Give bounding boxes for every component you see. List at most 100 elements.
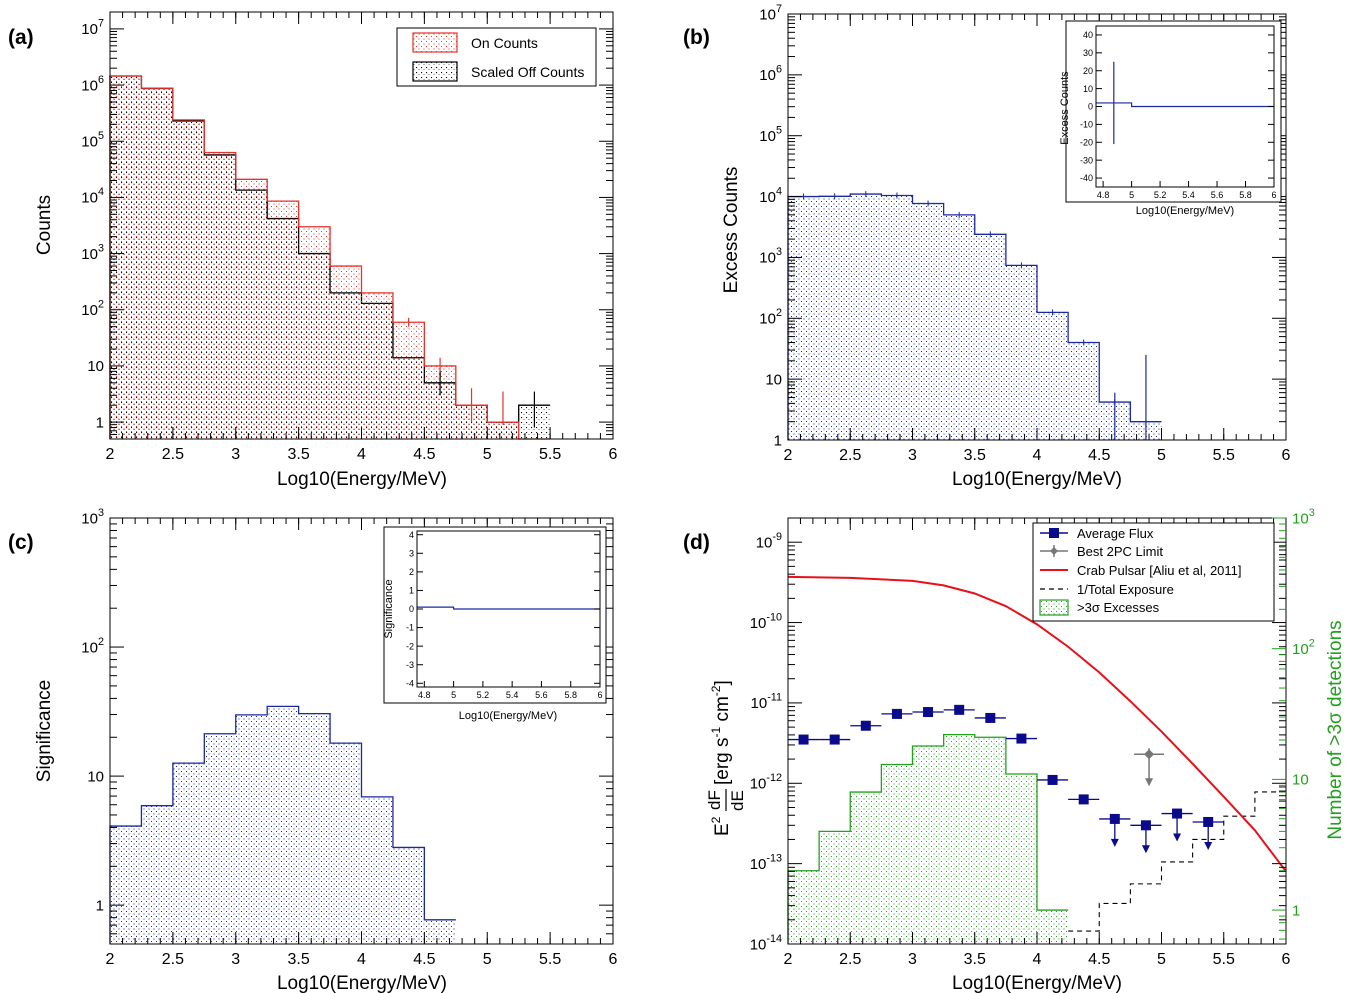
legend-on-counts: On Counts xyxy=(471,35,538,51)
excess-bar xyxy=(1068,342,1100,440)
excesses-bar xyxy=(819,831,851,944)
d-ytick-label: 10-14 xyxy=(750,933,782,954)
d2-ytick-label: 103 xyxy=(1292,507,1315,528)
b-ytick-label: 106 xyxy=(759,64,782,85)
excess-bar xyxy=(912,203,944,440)
b-ytick-label: 105 xyxy=(759,124,782,145)
b-ytick-label: 102 xyxy=(759,307,782,328)
legend-excesses: >3σ Excesses xyxy=(1077,600,1160,615)
d-xtick-label: 3 xyxy=(908,951,917,968)
flux-point xyxy=(1109,813,1120,824)
y-axis-label-d: E2 dF dE [erg s-1 cm-2] xyxy=(705,680,747,836)
y-axis-label-b: Excess Counts xyxy=(721,167,742,294)
bi-xtick-label: 5.2 xyxy=(1154,190,1167,200)
d-xtick-label: 5.5 xyxy=(1213,951,1235,968)
bi-xtick-label: 5 xyxy=(1129,190,1134,200)
ci-ytick-label: -2 xyxy=(406,641,414,651)
a-ytick-label: 104 xyxy=(81,186,104,207)
flux-point xyxy=(954,704,965,715)
excesses-bar xyxy=(943,734,975,944)
excess-counts-histogram xyxy=(787,193,1162,440)
ci-xtick-label: 4.8 xyxy=(418,690,431,700)
excesses-bar xyxy=(850,792,882,944)
on-counts-bar xyxy=(298,226,331,439)
excesses-bar xyxy=(974,737,1006,944)
d-ytick-label: 10-9 xyxy=(756,531,782,552)
excesses-bar xyxy=(912,746,944,944)
ci-ytick-label: 3 xyxy=(409,548,414,558)
excess-bar xyxy=(819,196,851,440)
bi-xtick-label: 6 xyxy=(1271,190,1276,200)
bi-xtick-label: 5.6 xyxy=(1211,190,1224,200)
d-xtick-label: 3.5 xyxy=(964,951,986,968)
ci-ytick-label: 2 xyxy=(409,567,414,577)
c-xtick-label: 5 xyxy=(483,951,492,968)
x-axis-label-a: Log10(Energy/MeV) xyxy=(277,469,447,490)
significance-bar xyxy=(267,706,299,944)
inset-c: -4 -3 -2 -1 0 1 2 3 4 4.8 5 5.2 5.4 5.6 5.8 6 Log10(Ene… xyxy=(383,526,607,722)
c-ytick-label: 103 xyxy=(81,507,104,528)
legend-box-d xyxy=(1032,522,1275,622)
d2-ytick-label: 1 xyxy=(1292,902,1300,919)
ci-xtick-label: 5 xyxy=(451,690,456,700)
excess-bar xyxy=(1005,265,1037,440)
y-axis-label-c: Significance xyxy=(34,680,55,782)
on-counts-bar xyxy=(330,266,362,439)
on-counts-bar xyxy=(110,76,142,439)
bi-xtick-label: 5.8 xyxy=(1239,190,1252,200)
panel-label-c: (c) xyxy=(8,531,34,554)
d2-ytick-label: 10 xyxy=(1292,772,1309,789)
flux-point xyxy=(1203,816,1214,827)
legend-average-flux: Average Flux xyxy=(1077,526,1154,541)
c-ytick-label: 10 xyxy=(87,768,104,785)
bi-ytick-label: -20 xyxy=(1080,137,1093,147)
b-xtick-label: 5 xyxy=(1157,447,1166,464)
c-xtick-label: 3.5 xyxy=(288,951,310,968)
a-xtick-label: 2.5 xyxy=(162,446,184,463)
counts-error-bars xyxy=(408,317,536,428)
panel-label-a: (a) xyxy=(8,26,34,49)
ci-ytick-label: -4 xyxy=(406,678,414,688)
bi-xtick-label: 4.8 xyxy=(1097,190,1110,200)
inset-significance-plot xyxy=(417,606,600,610)
a-ytick-label: 102 xyxy=(81,299,104,320)
d-ytick-label: 10-11 xyxy=(751,692,783,713)
inset-axes-c: -4 -3 -2 -1 0 1 2 3 4 4.8 5 5.2 5.4 5.6 5.8 6 xyxy=(406,530,603,700)
inset-box-c xyxy=(383,526,607,704)
a-xtick-label: 2 xyxy=(106,446,115,463)
b-xtick-label: 2 xyxy=(784,447,793,464)
d-xtick-label: 6 xyxy=(1282,951,1291,968)
ci-xtick-label: 5.4 xyxy=(506,690,519,700)
legend-total-exposure: 1/Total Exposure xyxy=(1077,582,1174,597)
legend-swatch-excesses xyxy=(1039,599,1069,616)
legend-swatch-on xyxy=(412,32,458,53)
ci-ytick-label: 1 xyxy=(409,586,414,596)
b-xtick-label: 4.5 xyxy=(1088,447,1110,464)
bi-ytick-label: -30 xyxy=(1080,155,1093,165)
excess-bar xyxy=(943,214,975,440)
on-counts-outline xyxy=(109,75,551,440)
b-xtick-label: 3.5 xyxy=(964,447,986,464)
significance-bar xyxy=(172,763,205,944)
a-xtick-label: 3 xyxy=(231,446,240,463)
a-ytick-label: 106 xyxy=(81,74,104,95)
excess-bar xyxy=(881,195,913,440)
legend-marker-average-flux xyxy=(1049,528,1059,538)
x-axis-label-b: Log10(Energy/MeV) xyxy=(952,469,1122,490)
a-xtick-label: 5.5 xyxy=(539,446,561,463)
x-axis-label-c: Log10(Energy/MeV) xyxy=(277,973,447,993)
legend-best-2pc-limit: Best 2PC Limit xyxy=(1077,544,1163,559)
panel-label-b: (b) xyxy=(683,26,710,49)
crab-pulsar-curve xyxy=(787,575,1287,873)
a-xtick-label: 5 xyxy=(483,446,492,463)
excess-outline xyxy=(787,193,1162,440)
y-axis-label-d-units: [erg s-1 cm-2] xyxy=(709,680,733,785)
c-ytick-label: 1 xyxy=(96,897,104,914)
b-xtick-label: 6 xyxy=(1282,447,1291,464)
excesses-histogram xyxy=(787,733,1069,944)
d-xtick-label: 5 xyxy=(1157,951,1166,968)
inset-box-b xyxy=(1065,20,1282,203)
